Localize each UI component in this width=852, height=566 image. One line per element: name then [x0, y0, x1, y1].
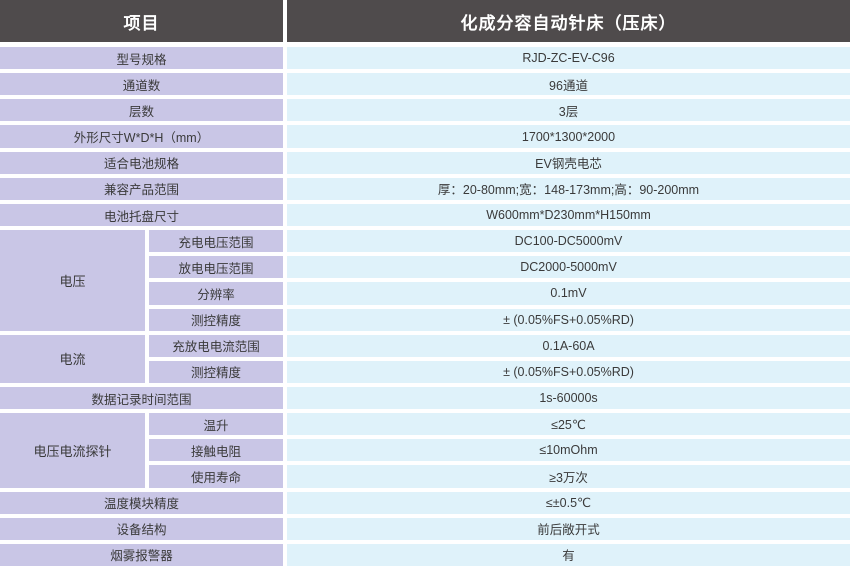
- spec-value: 1s-60000s: [287, 386, 850, 410]
- spec-label: 通道数: [0, 73, 283, 96]
- table-body: 型号规格 RJD-ZC-EV-C96 通道数 96通道 层数 3层 外形尺寸W*…: [0, 47, 850, 566]
- spec-label: 烟雾报警器: [0, 543, 283, 566]
- spec-row-battery-spec: 适合电池规格 EV钢壳电芯: [0, 151, 850, 174]
- spec-group-label: 电流: [0, 334, 145, 383]
- spec-value: 厚：20-80mm;宽：148-173mm;高：90-200mm: [287, 177, 850, 200]
- spec-group-label: 电压电流探针: [0, 413, 145, 488]
- header-product-title: 化成分容自动针床（压床）: [287, 0, 850, 42]
- spec-row-temp-module: 温度模块精度 ≤±0.5℃: [0, 491, 850, 514]
- spec-row-structure: 设备结构 前后敞开式: [0, 517, 850, 540]
- spec-value: 1700*1300*2000: [287, 125, 850, 148]
- spec-value: DC2000-5000mV: [287, 256, 850, 279]
- spec-subrow: 温升 ≤25℃: [149, 413, 850, 436]
- spec-sublabel: 接触电阻: [149, 439, 283, 462]
- spec-sublabel: 放电电压范围: [149, 256, 283, 279]
- spec-subrow: 充电电压范围 DC100-DC5000mV: [149, 230, 850, 253]
- spec-subrow: 测控精度 ± (0.05%FS+0.05%RD): [149, 308, 850, 331]
- spec-value: EV钢壳电芯: [287, 151, 850, 174]
- spec-value: DC100-DC5000mV: [287, 230, 850, 253]
- spec-sublabel: 充放电电流范围: [149, 334, 283, 357]
- spec-row-smoke-alarm: 烟雾报警器 有: [0, 543, 850, 566]
- spec-value: ± (0.05%FS+0.05%RD): [287, 360, 850, 383]
- spec-sublabel: 测控精度: [149, 308, 283, 331]
- spec-value: ≤10mOhm: [287, 439, 850, 462]
- spec-label: 适合电池规格: [0, 151, 283, 174]
- spec-sublabel: 使用寿命: [149, 465, 283, 488]
- spec-value: ≤25℃: [287, 413, 850, 436]
- spec-label: 数据记录时间范围: [0, 386, 283, 410]
- spec-value: ≥3万次: [287, 465, 850, 488]
- spec-sublabel: 分辨率: [149, 282, 283, 305]
- spec-row-data-record: 数据记录时间范围 1s-60000s: [0, 386, 850, 410]
- spec-value: ≤±0.5℃: [287, 491, 850, 514]
- spec-group-label: 电压: [0, 230, 145, 331]
- spec-group-subrows: 温升 ≤25℃ 接触电阻 ≤10mOhm 使用寿命 ≥3万次: [149, 413, 850, 488]
- spec-label: 外形尺寸W*D*H（mm）: [0, 125, 283, 148]
- header-item-column: 项目: [0, 0, 283, 42]
- spec-value: 前后敞开式: [287, 517, 850, 540]
- spec-label: 温度模块精度: [0, 491, 283, 514]
- spec-label: 层数: [0, 99, 283, 122]
- spec-label: 型号规格: [0, 47, 283, 70]
- spec-subrow: 使用寿命 ≥3万次: [149, 465, 850, 488]
- spec-value: ± (0.05%FS+0.05%RD): [287, 308, 850, 331]
- spec-value: RJD-ZC-EV-C96: [287, 47, 850, 70]
- spec-row-compatible-range: 兼容产品范围 厚：20-80mm;宽：148-173mm;高：90-200mm: [0, 177, 850, 200]
- spec-value: 0.1mV: [287, 282, 850, 305]
- spec-value: 0.1A-60A: [287, 334, 850, 357]
- spec-row-layers: 层数 3层: [0, 99, 850, 122]
- spec-row-channels: 通道数 96通道: [0, 73, 850, 96]
- spec-sublabel: 温升: [149, 413, 283, 436]
- spec-row-model: 型号规格 RJD-ZC-EV-C96: [0, 47, 850, 70]
- spec-subrow: 充放电电流范围 0.1A-60A: [149, 334, 850, 357]
- table-header-row: 项目 化成分容自动针床（压床）: [0, 0, 850, 42]
- spec-subrow: 放电电压范围 DC2000-5000mV: [149, 256, 850, 279]
- spec-subrow: 测控精度 ± (0.05%FS+0.05%RD): [149, 360, 850, 383]
- spec-sublabel: 充电电压范围: [149, 230, 283, 253]
- spec-subrow: 分辨率 0.1mV: [149, 282, 850, 305]
- spec-group-subrows: 充电电压范围 DC100-DC5000mV 放电电压范围 DC2000-5000…: [149, 230, 850, 331]
- spec-value: W600mm*D230mm*H150mm: [287, 203, 850, 227]
- spec-row-tray-size: 电池托盘尺寸 W600mm*D230mm*H150mm: [0, 203, 850, 227]
- spec-group-voltage: 电压 充电电压范围 DC100-DC5000mV 放电电压范围 DC2000-5…: [0, 230, 850, 331]
- spec-label: 设备结构: [0, 517, 283, 540]
- spec-row-dimensions: 外形尺寸W*D*H（mm） 1700*1300*2000: [0, 125, 850, 148]
- spec-group-probe: 电压电流探针 温升 ≤25℃ 接触电阻 ≤10mOhm 使用寿命 ≥3万次: [0, 413, 850, 488]
- spec-value: 96通道: [287, 73, 850, 96]
- spec-group-current: 电流 充放电电流范围 0.1A-60A 测控精度 ± (0.05%FS+0.05…: [0, 334, 850, 383]
- spec-value: 有: [287, 543, 850, 566]
- spec-label: 电池托盘尺寸: [0, 203, 283, 227]
- spec-subrow: 接触电阻 ≤10mOhm: [149, 439, 850, 462]
- spec-group-subrows: 充放电电流范围 0.1A-60A 测控精度 ± (0.05%FS+0.05%RD…: [149, 334, 850, 383]
- spec-sublabel: 测控精度: [149, 360, 283, 383]
- spec-label: 兼容产品范围: [0, 177, 283, 200]
- spec-value: 3层: [287, 99, 850, 122]
